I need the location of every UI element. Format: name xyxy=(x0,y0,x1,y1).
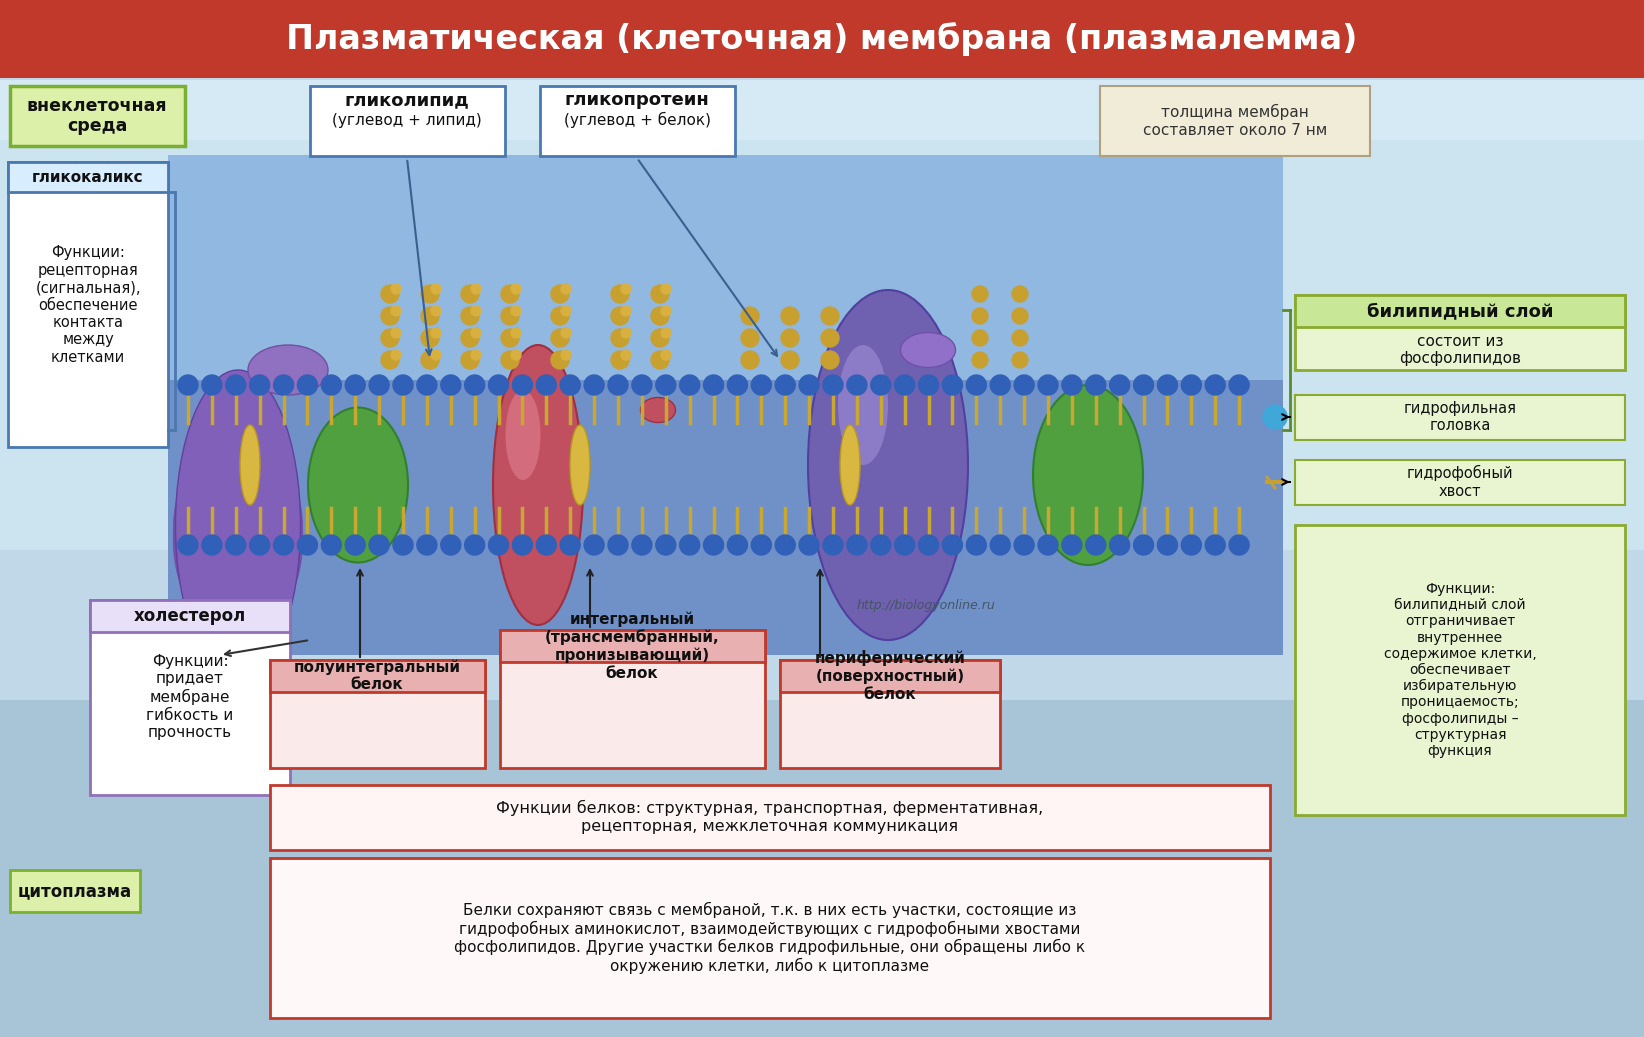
Circle shape xyxy=(584,535,603,555)
Circle shape xyxy=(345,535,365,555)
Ellipse shape xyxy=(493,345,584,625)
Circle shape xyxy=(847,535,866,555)
Circle shape xyxy=(727,535,748,555)
FancyBboxPatch shape xyxy=(270,660,485,692)
Circle shape xyxy=(776,535,796,555)
Circle shape xyxy=(225,375,245,395)
Ellipse shape xyxy=(505,390,541,480)
Circle shape xyxy=(1182,535,1202,555)
Text: Белки сохраняют связь с мембраной, т.к. в них есть участки, состоящие из
гидрофо: Белки сохраняют связь с мембраной, т.к. … xyxy=(454,902,1085,974)
Circle shape xyxy=(501,329,520,347)
Circle shape xyxy=(631,375,653,395)
Circle shape xyxy=(381,285,399,303)
Circle shape xyxy=(513,535,533,555)
Circle shape xyxy=(391,284,401,295)
Circle shape xyxy=(608,535,628,555)
FancyBboxPatch shape xyxy=(168,155,1282,655)
FancyBboxPatch shape xyxy=(1295,460,1624,505)
FancyBboxPatch shape xyxy=(8,162,168,192)
Text: состоит из
фосфолипидов: состоит из фосфолипидов xyxy=(1399,334,1521,366)
Circle shape xyxy=(470,306,482,316)
Circle shape xyxy=(824,375,843,395)
Circle shape xyxy=(621,306,631,316)
FancyBboxPatch shape xyxy=(1295,395,1624,440)
Circle shape xyxy=(1134,375,1154,395)
Circle shape xyxy=(273,375,294,395)
Circle shape xyxy=(776,375,796,395)
Text: интегральный
(трансмембранный,
пронизывающий)
белок: интегральный (трансмембранный, пронизыва… xyxy=(544,612,720,680)
Circle shape xyxy=(370,375,390,395)
Circle shape xyxy=(460,307,478,325)
Circle shape xyxy=(584,375,603,395)
Text: периферический
(поверхностный)
белок: периферический (поверхностный) белок xyxy=(814,650,965,702)
Circle shape xyxy=(393,375,413,395)
Circle shape xyxy=(511,284,521,295)
Text: Функции:
билипидный слой
отграничивает
внутреннее
содержимое клетки,
обеспечивае: Функции: билипидный слой отграничивает в… xyxy=(1384,582,1537,758)
Ellipse shape xyxy=(307,408,408,562)
FancyBboxPatch shape xyxy=(270,858,1271,1018)
Circle shape xyxy=(370,535,390,555)
Text: билипидный слой: билипидный слой xyxy=(1366,302,1554,320)
Circle shape xyxy=(704,375,723,395)
Circle shape xyxy=(561,284,570,295)
Circle shape xyxy=(511,328,521,338)
Circle shape xyxy=(465,535,485,555)
Circle shape xyxy=(511,306,521,316)
Circle shape xyxy=(894,535,914,555)
Text: Функции:
придает
мембране
гибкость и
прочность: Функции: придает мембране гибкость и про… xyxy=(146,654,233,740)
Circle shape xyxy=(704,535,723,555)
FancyBboxPatch shape xyxy=(90,600,289,795)
FancyBboxPatch shape xyxy=(311,86,505,156)
Circle shape xyxy=(1013,330,1028,346)
Circle shape xyxy=(441,535,460,555)
Ellipse shape xyxy=(173,435,302,635)
Circle shape xyxy=(1013,308,1028,324)
Circle shape xyxy=(381,307,399,325)
Circle shape xyxy=(1013,286,1028,302)
Circle shape xyxy=(972,330,988,346)
Circle shape xyxy=(1037,535,1059,555)
FancyBboxPatch shape xyxy=(0,700,1644,1037)
Circle shape xyxy=(781,329,799,347)
Circle shape xyxy=(321,535,342,555)
Circle shape xyxy=(967,375,986,395)
Circle shape xyxy=(1110,535,1129,555)
Ellipse shape xyxy=(248,345,329,395)
Circle shape xyxy=(990,535,1009,555)
Circle shape xyxy=(561,328,570,338)
Text: http://biologyonline.ru: http://biologyonline.ru xyxy=(857,598,996,612)
Circle shape xyxy=(651,307,669,325)
Circle shape xyxy=(1230,375,1249,395)
Circle shape xyxy=(273,535,294,555)
Text: цитоплазма: цитоплазма xyxy=(18,882,132,900)
Circle shape xyxy=(1085,375,1106,395)
Circle shape xyxy=(919,535,939,555)
Circle shape xyxy=(608,375,628,395)
Ellipse shape xyxy=(173,435,302,635)
Circle shape xyxy=(1230,535,1249,555)
Circle shape xyxy=(1205,375,1225,395)
Circle shape xyxy=(178,535,197,555)
FancyBboxPatch shape xyxy=(500,630,764,662)
Circle shape xyxy=(651,329,669,347)
Circle shape xyxy=(621,284,631,295)
Text: Функции белков: структурная, транспортная, ферментативная,
рецепторная, межклето: Функции белков: структурная, транспортна… xyxy=(496,801,1044,834)
Circle shape xyxy=(661,306,671,316)
Circle shape xyxy=(536,375,556,395)
Circle shape xyxy=(1037,375,1059,395)
Ellipse shape xyxy=(240,425,260,505)
Circle shape xyxy=(621,351,631,360)
Circle shape xyxy=(501,307,520,325)
Circle shape xyxy=(741,307,760,325)
Circle shape xyxy=(741,351,760,369)
Circle shape xyxy=(894,375,914,395)
Text: полуинтегральный
белок: полуинтегральный белок xyxy=(294,660,460,693)
Circle shape xyxy=(1157,375,1177,395)
Circle shape xyxy=(1182,375,1202,395)
Circle shape xyxy=(561,351,570,360)
Circle shape xyxy=(501,285,520,303)
FancyBboxPatch shape xyxy=(90,600,289,632)
Circle shape xyxy=(799,375,819,395)
Circle shape xyxy=(661,328,671,338)
